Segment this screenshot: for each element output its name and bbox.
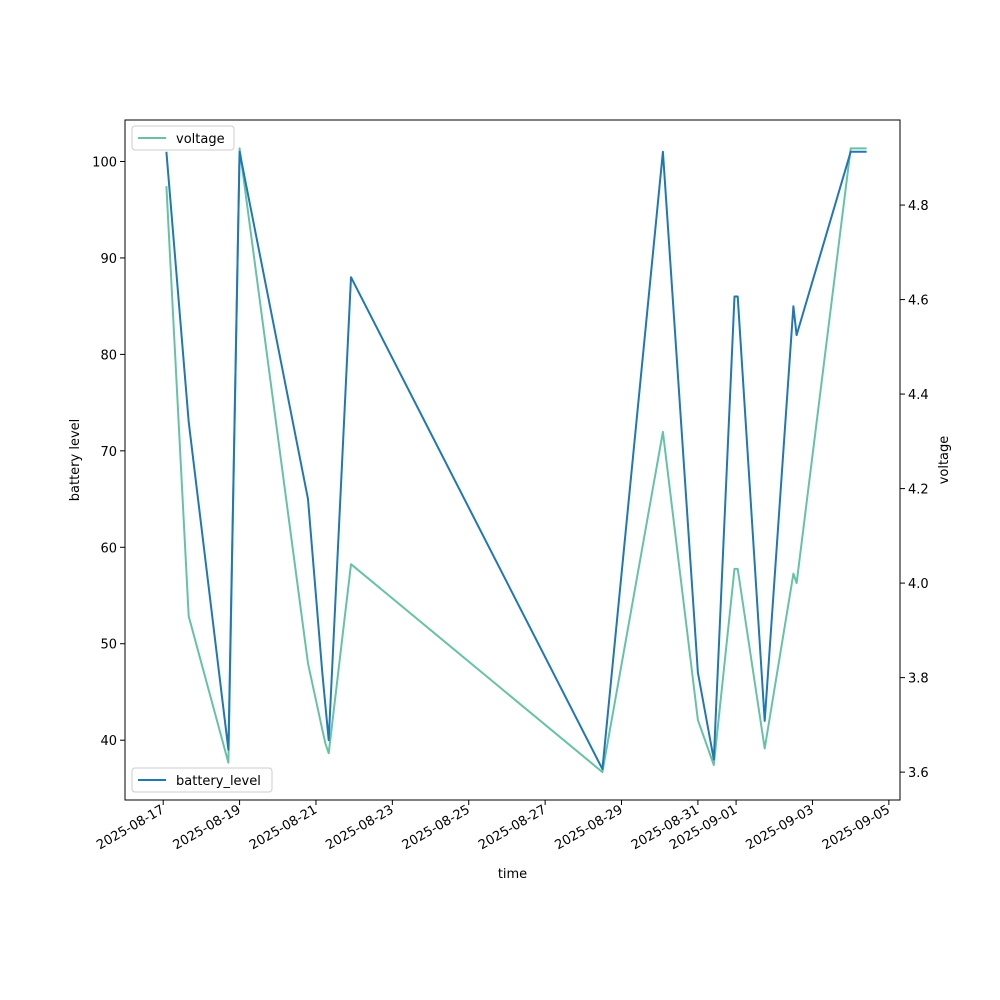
series-line-voltage — [165, 147, 867, 774]
series-line-battery-level — [165, 150, 867, 771]
y-right-tick-label: 3.6 — [908, 766, 929, 781]
legend-box — [131, 125, 235, 151]
y-left-tick-label: 60 — [100, 541, 117, 556]
x-axis-label: time — [498, 867, 527, 882]
y-right-tick-label: 4.2 — [908, 483, 929, 498]
legends-layer: voltage battery_level — [131, 125, 273, 793]
x-tick-label: 2025-09-05 — [820, 802, 893, 853]
y-right-tick-label: 4.0 — [908, 577, 929, 592]
x-tick-label: 2025-09-03 — [744, 802, 817, 853]
x-tick-label: 2025-08-19 — [171, 802, 244, 853]
y-right-tick-label: 4.6 — [908, 294, 929, 309]
y-left-tick-label: 70 — [100, 445, 117, 460]
y-right-tick-label: 3.8 — [908, 672, 929, 687]
y-left-tick-label: 80 — [100, 348, 117, 363]
x-tick-label: 2025-08-21 — [247, 802, 320, 853]
x-tick-label: 2025-08-29 — [553, 802, 626, 853]
series-layer — [165, 147, 867, 774]
y-right-axis-label: voltage — [937, 436, 952, 485]
x-tick-label: 2025-08-23 — [323, 802, 396, 853]
legend-voltage: voltage — [131, 125, 235, 151]
x-tick-label: 2025-08-27 — [476, 802, 549, 853]
x-tick-label: 2025-08-17 — [94, 802, 167, 853]
x-tick-label: 2025-08-25 — [400, 802, 473, 853]
legend-label: voltage — [176, 132, 225, 147]
y-right-tick-label: 4.4 — [908, 388, 929, 403]
legend-label: battery_level — [176, 774, 261, 789]
plot-frame — [124, 119, 901, 801]
y-left-tick-label: 40 — [100, 734, 117, 749]
legend-battery-level: battery_level — [131, 767, 273, 793]
y-left-tick-label: 100 — [92, 155, 117, 170]
legend-box — [131, 767, 273, 793]
y-left-tick-label: 50 — [100, 638, 117, 653]
y-left-tick-label: 90 — [100, 252, 117, 267]
y-right-tick-label: 4.8 — [908, 199, 929, 214]
y-left-axis-label: battery level — [68, 419, 83, 502]
